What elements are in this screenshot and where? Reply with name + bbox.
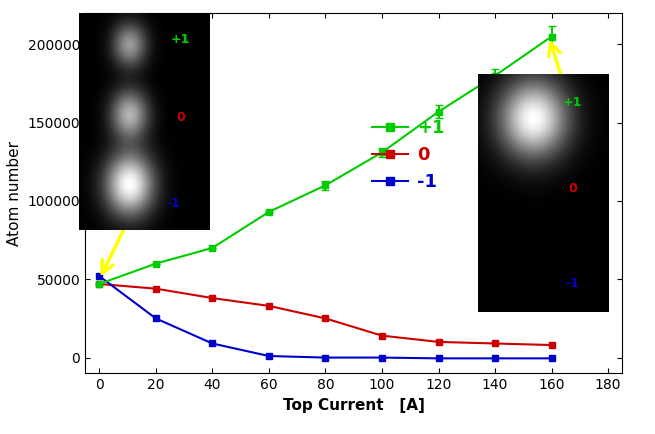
0 xyxy=(434,339,442,345)
Text: -1: -1 xyxy=(166,197,180,210)
Text: +1: +1 xyxy=(171,33,191,46)
X-axis label: Top Current   [A]: Top Current [A] xyxy=(283,398,424,413)
-1 xyxy=(152,316,160,321)
0 xyxy=(322,316,329,321)
0 xyxy=(491,341,499,346)
0 xyxy=(265,303,273,309)
-1 xyxy=(96,273,103,279)
0 xyxy=(378,333,386,338)
0 xyxy=(548,342,555,348)
-1 xyxy=(322,355,329,360)
-1 xyxy=(491,356,499,361)
Y-axis label: Atom number: Atom number xyxy=(7,141,22,246)
Text: +1: +1 xyxy=(563,96,582,109)
-1 xyxy=(548,356,555,361)
0 xyxy=(152,286,160,291)
Text: 0: 0 xyxy=(176,111,185,124)
-1 xyxy=(434,356,442,361)
-1 xyxy=(208,341,216,346)
Line: -1: -1 xyxy=(96,273,555,362)
Text: 0: 0 xyxy=(568,182,577,195)
Text: -1: -1 xyxy=(565,277,580,290)
0 xyxy=(96,281,103,286)
-1 xyxy=(378,355,386,360)
Line: 0: 0 xyxy=(96,280,555,349)
0 xyxy=(208,296,216,301)
-1 xyxy=(265,353,273,358)
Legend: +1, 0, -1: +1, 0, -1 xyxy=(365,112,452,199)
